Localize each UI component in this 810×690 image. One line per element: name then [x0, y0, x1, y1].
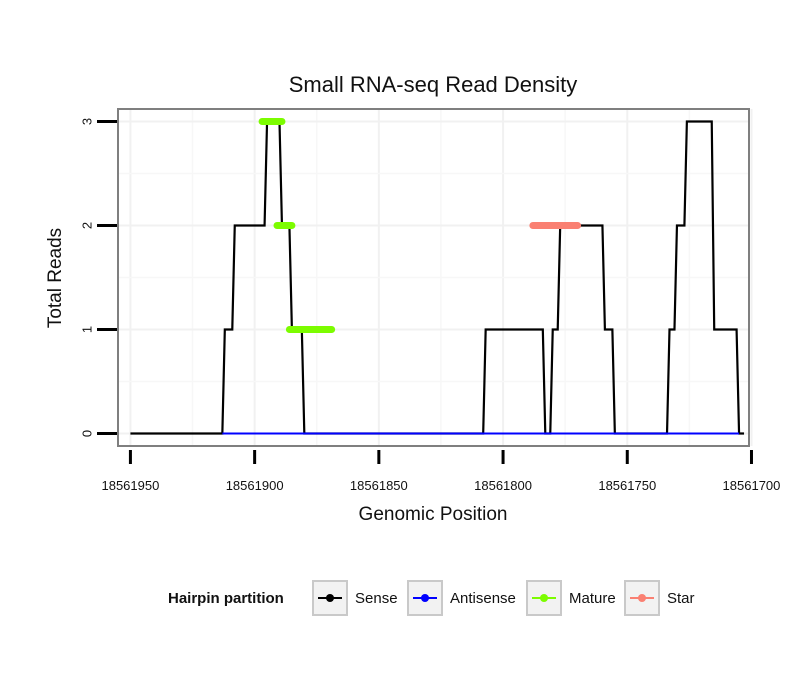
- y-tick-label-1: 0: [79, 430, 94, 437]
- y-tick-label-4: 3: [79, 118, 94, 125]
- x-tick-label-3: 18561850: [350, 478, 408, 493]
- legend-label-3: Mature: [569, 590, 616, 607]
- legend-title: Hairpin partition: [168, 590, 284, 607]
- legend-item-mature: Mature: [526, 580, 616, 616]
- plot-border: [117, 108, 750, 447]
- y-tick-label-3: 2: [79, 222, 94, 229]
- y-axis-title: Total Reads: [45, 228, 66, 328]
- legend-item-star: Star: [624, 580, 695, 616]
- series-layer: [130, 117, 745, 435]
- chart-title: Small RNA-seq Read Density: [289, 72, 578, 97]
- x-axis-title: Genomic Position: [359, 504, 508, 525]
- legend-key-point-2: [421, 594, 429, 602]
- x-tick-label-2: 18561900: [226, 478, 284, 493]
- y-tick-label-2: 1: [79, 326, 94, 333]
- legend-label-4: Star: [667, 590, 695, 607]
- x-tick-label-5: 18561750: [598, 478, 656, 493]
- legend-key-point-1: [326, 594, 334, 602]
- legend: Hairpin partition Sense Antisense Mature…: [168, 580, 695, 616]
- x-tick-label-1: 18561950: [101, 478, 159, 493]
- legend-label-1: Sense: [355, 590, 398, 607]
- x-axis: 18561950 18561900 18561850 18561800 18561750…: [101, 450, 780, 493]
- legend-label-2: Antisense: [450, 590, 516, 607]
- x-tick-label-6: 18561700: [723, 478, 781, 493]
- x-tick-label-4: 18561800: [474, 478, 532, 493]
- legend-item-sense: Sense: [312, 580, 398, 616]
- legend-key-point-4: [638, 594, 646, 602]
- legend-key-point-3: [540, 594, 548, 602]
- legend-item-antisense: Antisense: [407, 580, 516, 616]
- y-axis: 0 1 2 3: [79, 118, 117, 437]
